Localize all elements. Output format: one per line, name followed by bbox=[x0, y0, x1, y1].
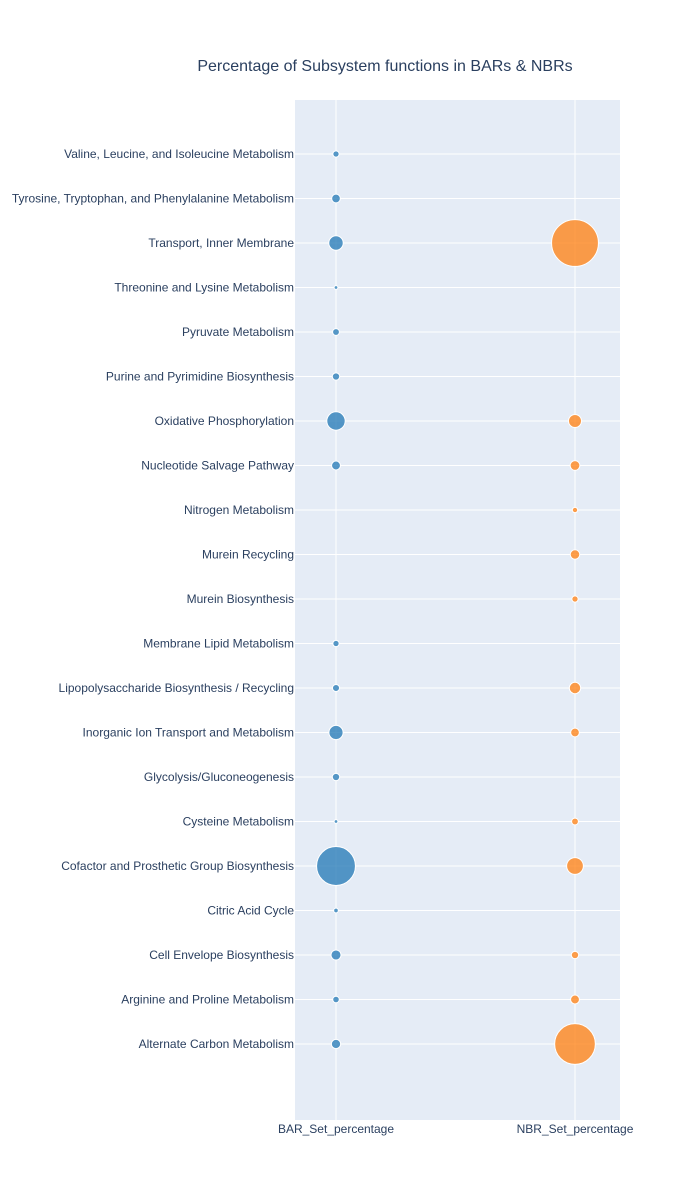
bubble-marker bbox=[333, 819, 339, 824]
bubble-marker bbox=[331, 193, 341, 204]
y-tick-label: Cofactor and Prosthetic Group Biosynthes… bbox=[61, 859, 294, 873]
bubble-marker bbox=[571, 506, 579, 514]
y-tick-label: Threonine and Lysine Metabolism bbox=[114, 281, 294, 295]
chart-title: Percentage of Subsystem functions in BAR… bbox=[197, 58, 572, 75]
bubble-marker bbox=[571, 817, 579, 826]
y-tick-label: Purine and Pyrimidine Biosynthesis bbox=[106, 370, 294, 384]
y-tick-label: Alternate Carbon Metabolism bbox=[139, 1037, 294, 1051]
plot-background bbox=[295, 100, 620, 1120]
bubble-marker bbox=[332, 150, 340, 158]
bubble-marker bbox=[331, 372, 341, 381]
y-tick-label: Murein Recycling bbox=[202, 548, 294, 562]
markers bbox=[316, 150, 599, 1065]
bubble-marker bbox=[328, 235, 344, 251]
gridlines bbox=[295, 100, 620, 1120]
bubble-marker bbox=[570, 727, 580, 738]
y-tick-label: Murein Biosynthesis bbox=[187, 592, 294, 606]
bubble-marker bbox=[328, 724, 344, 741]
bubble-marker bbox=[571, 595, 579, 603]
bubble-marker bbox=[326, 411, 346, 431]
y-tick-label: Cysteine Metabolism bbox=[183, 815, 294, 829]
bubble-marker bbox=[332, 639, 340, 648]
bubble-marker bbox=[569, 460, 581, 471]
bubble-marker bbox=[331, 772, 341, 782]
x-tick-labels: BAR_Set_percentage NBR_Set_percentage bbox=[278, 1122, 634, 1136]
bubble-marker bbox=[331, 683, 341, 693]
x-tick-label: BAR_Set_percentage bbox=[278, 1122, 394, 1136]
y-tick-label: Cell Envelope Biosynthesis bbox=[149, 948, 294, 962]
y-tick-labels: Alternate Carbon Metabolism Arginine and … bbox=[12, 147, 294, 1051]
bubble-marker bbox=[330, 1038, 342, 1050]
bubble-marker bbox=[570, 950, 580, 960]
bubble-marker bbox=[316, 846, 356, 886]
bubble-marker bbox=[331, 460, 341, 471]
bubble-marker bbox=[332, 995, 340, 1004]
bubble-marker bbox=[569, 549, 581, 560]
bubble-marker bbox=[554, 1023, 596, 1065]
bubble-marker bbox=[551, 219, 599, 267]
bubble-marker bbox=[568, 681, 582, 695]
y-tick-label: Glycolysis/Gluconeogenesis bbox=[144, 770, 294, 784]
y-tick-label: Lipopolysaccharide Biosynthesis / Recycl… bbox=[59, 681, 294, 695]
y-tick-label: Nitrogen Metabolism bbox=[184, 503, 294, 517]
bubble-marker bbox=[570, 994, 580, 1005]
x-tick-label: NBR_Set_percentage bbox=[517, 1122, 634, 1136]
y-tick-label: Nucleotide Salvage Pathway bbox=[141, 459, 294, 473]
y-tick-label: Citric Acid Cycle bbox=[207, 904, 294, 918]
y-tick-label: Arginine and Proline Metabolism bbox=[121, 993, 294, 1007]
bubble-marker bbox=[332, 328, 340, 336]
y-tick-label: Tyrosine, Tryptophan, and Phenylalanine … bbox=[12, 192, 294, 206]
y-tick-label: Membrane Lipid Metabolism bbox=[143, 637, 294, 651]
y-tick-label: Oxidative Phosphorylation bbox=[155, 414, 294, 428]
y-tick-label: Valine, Leucine, and Isoleucine Metaboli… bbox=[64, 147, 294, 161]
bubble-marker bbox=[566, 857, 584, 875]
y-tick-label: Inorganic Ion Transport and Metabolism bbox=[83, 726, 294, 740]
y-tick-label: Transport, Inner Membrane bbox=[148, 236, 294, 250]
bubble-marker bbox=[567, 413, 583, 429]
bubble-marker bbox=[330, 949, 342, 961]
bubble-marker bbox=[333, 907, 339, 914]
bubble-marker bbox=[333, 285, 339, 290]
y-tick-label: Pyruvate Metabolism bbox=[182, 325, 294, 339]
